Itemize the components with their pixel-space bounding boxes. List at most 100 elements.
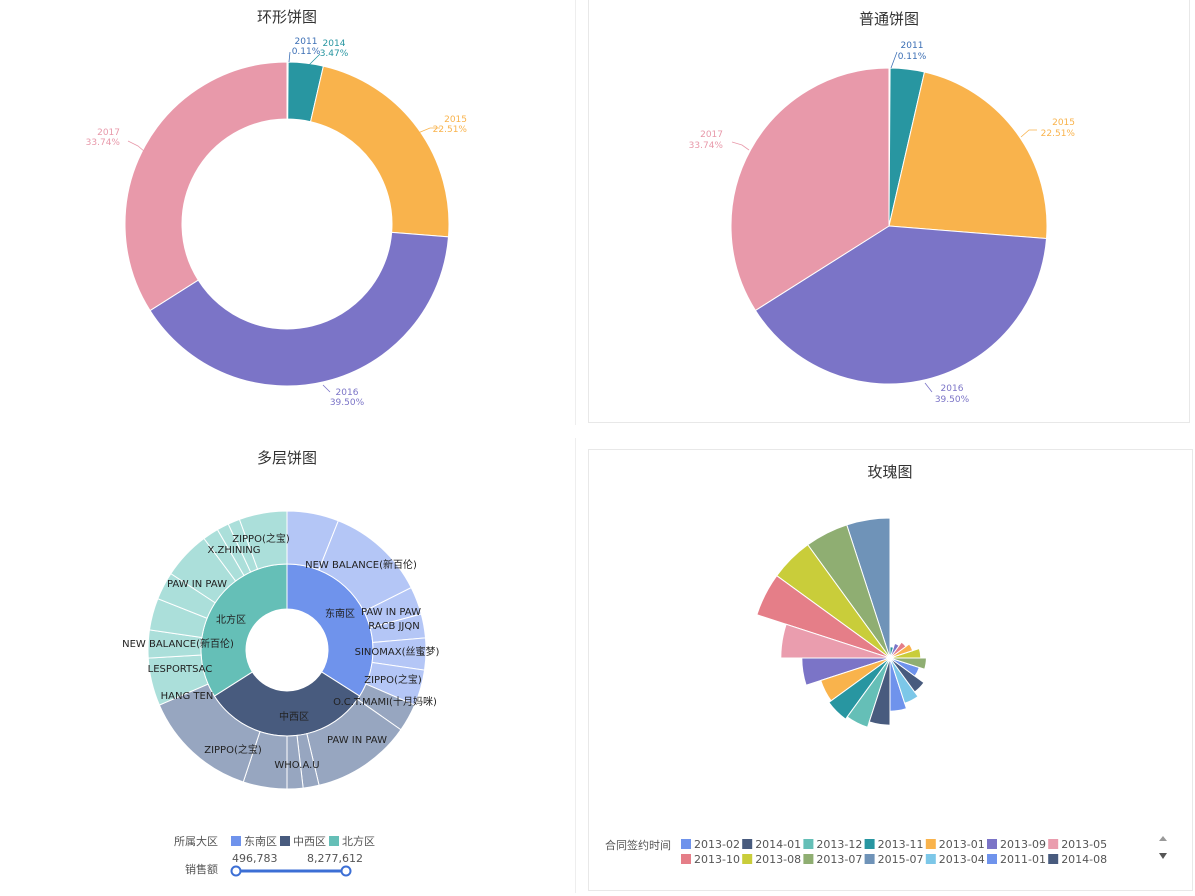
donut-percent-2015: 22.51% <box>433 125 468 135</box>
pie-label-2011: 2011 <box>901 41 924 51</box>
donut-slice-2015[interactable] <box>309 65 450 238</box>
multi-legend-title: 所属大区 <box>174 834 218 848</box>
rose-legend-swatch-3[interactable] <box>864 839 875 849</box>
outer-label-1: NEW BALANCE(新百伦) <box>305 558 417 571</box>
rose-legend-swatch-1[interactable] <box>742 839 753 849</box>
donut-leader-line-2016 <box>322 384 331 393</box>
donut-leader-line-2011 <box>288 51 291 63</box>
rose-slice-19[interactable] <box>889 646 895 659</box>
outer-label-20: ZIPPO(之宝) <box>232 532 290 545</box>
outer-label-5: ZIPPO(之宝) <box>364 673 422 686</box>
pie-label-2017: 2017 <box>700 130 723 140</box>
outer-label-10: WHO.A.U <box>274 760 319 771</box>
range-slider-min-handle[interactable] <box>230 865 242 877</box>
rose-legend-swatch-7[interactable] <box>681 854 691 864</box>
rose-legend-swatch-11[interactable] <box>925 854 936 864</box>
pie-slice-2015[interactable] <box>888 71 1048 240</box>
donut-label-2015: 2015 <box>444 115 467 125</box>
donut-percent-2016: 39.50% <box>330 398 365 408</box>
pie-chart-panel: 普通饼图 2011 0.11% 2015 22.51% 2016 39.50% 2017 33… <box>588 0 1190 423</box>
legend-page-up-icon[interactable] <box>1159 836 1167 841</box>
rose-legend-item-0[interactable]: 2013-02 <box>694 838 740 851</box>
rose-legend-item-7[interactable]: 2013-10 <box>694 853 740 866</box>
rose-legend-swatch-9[interactable] <box>803 854 814 864</box>
outer-label-4: SINOMAX(丝蜜梦) <box>355 645 440 658</box>
inner-label-1: 中西区 <box>279 710 309 723</box>
multi-layer-pie-title: 多层饼图 <box>257 449 317 467</box>
rose-legend-swatch-13[interactable] <box>1048 854 1059 864</box>
rose-legend-item-1[interactable]: 2014-01 <box>755 838 801 851</box>
rose-legend-swatch-4[interactable] <box>925 839 936 849</box>
outer-slice-20[interactable] <box>238 510 288 570</box>
donut-percent-2011: 0.11% <box>292 47 321 57</box>
legend-swatch-0[interactable] <box>231 836 241 846</box>
pie-leader-line-2015 <box>1020 129 1037 138</box>
pie-percent-2017: 33.74% <box>689 141 724 151</box>
rose-legend-swatch-0[interactable] <box>681 839 691 849</box>
rose-legend-item-8[interactable]: 2013-08 <box>755 853 801 866</box>
rose-chart-panel: 玫瑰图 合同签约时间 2013-02 2014-01 2013-12 2013-11 2… <box>588 449 1193 891</box>
rose-legend-item-12[interactable]: 2011-01 <box>1000 853 1046 866</box>
donut-leader-line-2017 <box>127 140 146 153</box>
rose-legend-item-10[interactable]: 2015-07 <box>878 853 924 866</box>
rose-legend-swatch-10[interactable] <box>864 854 875 864</box>
donut-slice-2016[interactable] <box>149 231 450 387</box>
rose-slice-11[interactable] <box>889 657 919 704</box>
rose-legend-swatch-5[interactable] <box>987 839 997 849</box>
rose-legend-item-13[interactable]: 2014-08 <box>1061 853 1107 866</box>
range-max-label: 8,277,612 <box>307 852 363 865</box>
donut-label-2016: 2016 <box>336 388 359 398</box>
rose-legend-item-5[interactable]: 2013-09 <box>1000 838 1046 851</box>
legend-item-0[interactable]: 东南区 <box>244 835 277 848</box>
rose-legend-swatch-8[interactable] <box>742 854 753 864</box>
pie-slice-2016[interactable] <box>754 225 1048 385</box>
donut-percent-2017: 33.74% <box>86 138 121 148</box>
range-slider-max-handle[interactable] <box>340 865 352 877</box>
donut-slice-2017[interactable] <box>124 61 288 312</box>
inner-label-2: 北方区 <box>216 613 246 626</box>
legend-swatch-1[interactable] <box>280 836 290 846</box>
rose-legend-item-3[interactable]: 2013-11 <box>878 838 924 851</box>
donut-label-2011: 2011 <box>295 37 318 47</box>
donut-chart-panel: 环形饼图 2011 0.11% 2014 3.47% 2015 22.51% 2016 39.… <box>0 0 576 425</box>
rose-slice-17[interactable] <box>889 641 907 659</box>
rose-slice-3[interactable] <box>756 575 891 659</box>
outer-label-11: ZIPPO(之宝) <box>204 743 262 756</box>
rose-legend-swatch-2[interactable] <box>803 839 814 849</box>
rose-slice-8[interactable] <box>846 657 891 728</box>
legend-item-2[interactable]: 北方区 <box>342 834 375 848</box>
rose-legend-item-11[interactable]: 2013-04 <box>939 853 985 866</box>
pie-label-2015: 2015 <box>1052 118 1075 128</box>
pie-percent-2011: 0.11% <box>898 52 927 62</box>
rose-slice-14[interactable] <box>889 657 927 670</box>
pie-slice-2017[interactable] <box>730 67 890 312</box>
rose-slice-12[interactable] <box>889 657 925 693</box>
rose-chart: 玫瑰图 合同签约时间 2013-02 2014-01 2013-12 2013-11 2… <box>605 463 1167 866</box>
rose-legend-swatch-6[interactable] <box>1048 839 1059 849</box>
rose-legend-swatch-12[interactable] <box>987 854 997 864</box>
rose-slice-18[interactable] <box>889 642 900 659</box>
rose-slice-7[interactable] <box>828 657 891 720</box>
rose-legend-item-6[interactable]: 2013-05 <box>1061 838 1107 851</box>
rose-legend-title: 合同签约时间 <box>605 838 671 852</box>
rose-slice-4[interactable] <box>780 623 891 659</box>
legend-swatch-2[interactable] <box>329 836 339 846</box>
donut-leader-line-2015 <box>417 127 440 134</box>
rose-legend-item-9[interactable]: 2013-07 <box>816 853 862 866</box>
outer-label-7: PAW IN PAW <box>327 735 387 746</box>
donut-label-2014: 2014 <box>323 39 346 49</box>
outer-label-3: RACB JJQN <box>368 621 419 632</box>
rose-slice-9[interactable] <box>868 657 891 726</box>
outer-label-6: O.C.T.MAMI(十月妈咪) <box>333 695 437 708</box>
rose-legend-item-2[interactable]: 2013-12 <box>816 838 862 851</box>
pie-percent-2016: 39.50% <box>935 395 970 405</box>
rose-legend-item-4[interactable]: 2013-01 <box>939 838 985 851</box>
legend-item-1[interactable]: 中西区 <box>293 835 326 848</box>
range-title: 销售额 <box>185 862 218 876</box>
legend-page-down-icon[interactable] <box>1159 853 1167 859</box>
pie-chart-title: 普通饼图 <box>859 10 919 28</box>
pie-leader-line-2016 <box>924 382 933 393</box>
